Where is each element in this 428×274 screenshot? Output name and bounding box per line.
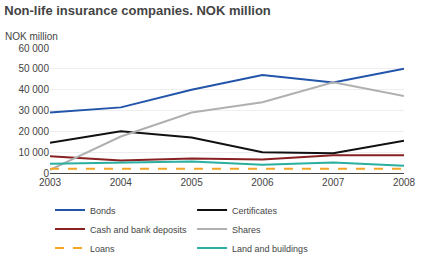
svg-text:10 000: 10 000 <box>18 147 49 158</box>
svg-text:2005: 2005 <box>180 177 203 188</box>
svg-text:2004: 2004 <box>110 177 133 188</box>
svg-text:2008: 2008 <box>393 177 416 188</box>
svg-text:2003: 2003 <box>39 177 62 188</box>
svg-text:NOK million: NOK million <box>5 31 58 42</box>
svg-text:20 000: 20 000 <box>18 126 49 137</box>
svg-text:30 000: 30 000 <box>18 105 49 116</box>
svg-text:Shares: Shares <box>232 225 261 235</box>
svg-text:Non-life insurance companies.: Non-life insurance companies. NOK millio… <box>4 3 271 18</box>
svg-text:Cash and bank deposits: Cash and bank deposits <box>90 225 187 235</box>
svg-text:2007: 2007 <box>322 177 345 188</box>
svg-text:Bonds: Bonds <box>90 206 116 216</box>
svg-text:Land and buildings: Land and buildings <box>232 244 308 254</box>
svg-text:Certificates: Certificates <box>232 206 278 216</box>
svg-text:2006: 2006 <box>251 177 274 188</box>
svg-text:60 000: 60 000 <box>18 43 49 54</box>
svg-text:50 000: 50 000 <box>18 63 49 74</box>
svg-text:40 000: 40 000 <box>18 84 49 95</box>
svg-text:Loans: Loans <box>90 244 115 254</box>
svg-text:0: 0 <box>43 168 49 179</box>
